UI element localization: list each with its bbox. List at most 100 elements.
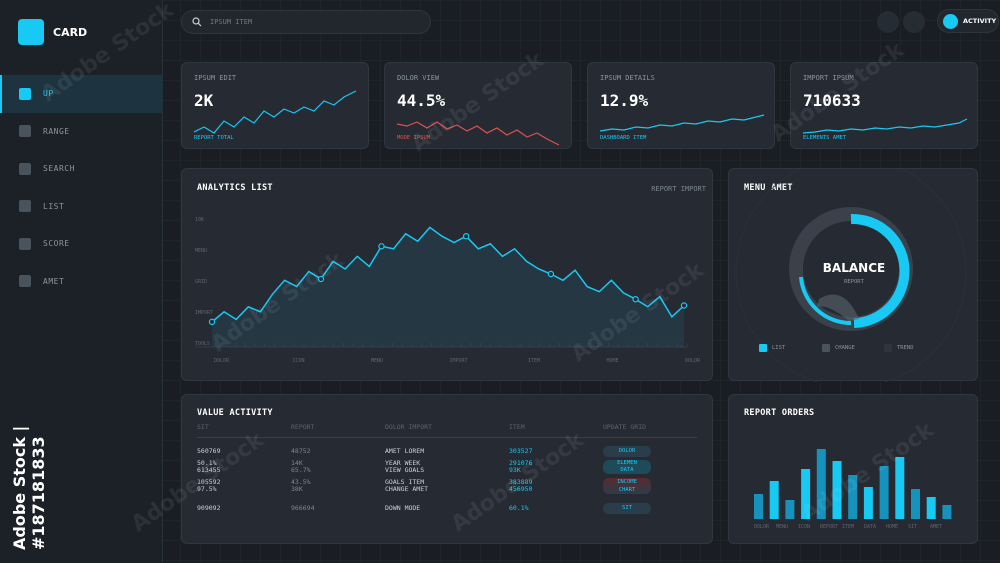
analytics-list-panel: ANALYTICS LIST REPORT IMPORT 10K MENU GRID…	[181, 168, 713, 381]
kpi-card-ipsum-edit[interactable]: IPSUM EDIT 2K REPORT TOTAL	[181, 62, 369, 149]
bar-x-label: DATA	[864, 524, 876, 530]
y-tick-label: TOOLS	[195, 341, 210, 347]
sidebar-item-score[interactable]: SCORE	[0, 225, 163, 263]
legend-label: CHANGE	[835, 345, 855, 351]
sidebar-item-range[interactable]: RANGE	[0, 113, 163, 151]
cell-item: 383889 456950	[509, 478, 533, 493]
panel-title: MENU AMET	[744, 183, 793, 193]
activity-dot-icon	[943, 13, 958, 29]
stock-id-text: Adobe Stock | #187181833	[10, 425, 48, 550]
kpi-sparkline	[599, 114, 765, 132]
x-tick-label: DOLOR	[685, 358, 701, 364]
decor-ring	[735, 169, 967, 382]
x-tick-label: ITEM	[528, 358, 540, 364]
donut-center	[813, 231, 889, 307]
bar[interactable]	[926, 497, 936, 519]
bar[interactable]	[801, 469, 811, 519]
y-tick-label: GRID	[195, 279, 207, 285]
line-point[interactable]	[632, 295, 639, 303]
kpi-sub-label: ELEMENTS AMET	[803, 135, 847, 141]
sidebar-item-up[interactable]: UP	[0, 75, 163, 113]
donut-chart	[735, 169, 967, 382]
column-header: SIT	[197, 423, 209, 431]
update-grid-pill[interactable]: DOLOR	[603, 446, 651, 457]
donut-inner-segment	[799, 276, 852, 326]
bar-x-label: ITEM	[842, 524, 854, 530]
update-grid-pill[interactable]: SIT	[603, 503, 651, 514]
sidebar-item-list[interactable]: LIST	[0, 188, 163, 226]
sidebar-item-amet[interactable]: AMET	[0, 263, 163, 301]
cell-dolor-import: YEAR WEEK VIEW GOALS	[385, 459, 425, 474]
bar[interactable]	[785, 500, 795, 519]
amet-icon	[19, 275, 31, 288]
bar-x-label: AMET	[930, 524, 942, 530]
list-icon	[19, 200, 31, 213]
sidebar-item-search[interactable]: SEARCH	[0, 150, 163, 188]
kpi-label: IMPORT IPSUM	[803, 74, 854, 82]
report-import-tab[interactable]: REPORT IMPORT	[651, 185, 706, 193]
line-point[interactable]	[680, 302, 688, 309]
bar[interactable]	[816, 449, 826, 519]
legend-item-list: LIST	[759, 344, 785, 352]
sidebar-item-label: UP	[43, 89, 54, 99]
bar[interactable]	[879, 466, 889, 519]
menu-amet-panel: MENU AMET BALANCE REPORT LIST CHANGE TRE…	[728, 168, 978, 382]
notification-button[interactable]	[877, 11, 899, 33]
panel-title: REPORT ORDERS	[744, 408, 815, 418]
line-point[interactable]	[462, 232, 470, 240]
cell-report: 14K 65.7%	[291, 459, 311, 474]
update-grid-pill[interactable]: INCOME CHART	[603, 478, 651, 494]
report-orders-panel: REPORT ORDERS DOLOR MENU ICON REPORT ITEM DAT…	[728, 394, 978, 544]
search-bar[interactable]	[181, 10, 431, 34]
header-divider	[197, 437, 697, 438]
kpi-card-import-ipsum[interactable]: IMPORT IPSUM 710633 ELEMENTS AMET	[790, 62, 978, 149]
report-orders-bar-chart: DOLOR MENU ICON REPORT ITEM DATA HOME SIT AMET	[754, 449, 952, 530]
activity-label: ACTIVITY	[963, 17, 997, 25]
cell-sit: 105592 97.5%	[197, 478, 221, 493]
y-tick-label: 10K	[195, 217, 204, 223]
kpi-sparkline	[193, 90, 357, 134]
bar[interactable]	[911, 489, 920, 519]
settings-button[interactable]	[903, 11, 925, 33]
line-point[interactable]	[547, 270, 555, 278]
cell-item: 60.1%	[509, 504, 529, 512]
bar-x-label: REPORT	[820, 524, 838, 530]
kpi-value: 12.9%	[600, 91, 649, 110]
donut-center-label: BALANCE	[822, 261, 886, 275]
activity-button[interactable]: ACTIVITY	[937, 9, 999, 33]
sidebar: CARD UP RANGE SEARCH LIST SCORE AMET Ado…	[0, 0, 163, 563]
sidebar-nav: UP RANGE SEARCH LIST SCORE AMET	[0, 75, 163, 300]
bar[interactable]	[754, 494, 763, 519]
app-title: CARD	[53, 26, 88, 39]
line-point[interactable]	[208, 318, 216, 326]
bar[interactable]	[769, 481, 779, 519]
kpi-value: 710633	[803, 91, 861, 110]
logo-icon[interactable]	[18, 19, 44, 45]
legend-label: TREND	[897, 345, 914, 351]
column-header: UPDATE GRID	[603, 423, 647, 431]
kpi-sparkline	[802, 118, 968, 134]
search-input[interactable]	[210, 18, 410, 26]
bar-x-label: MENU	[776, 524, 788, 530]
bar[interactable]	[848, 475, 858, 519]
kpi-card-ipsum-details[interactable]: IPSUM DETAILS 12.9% DASHBOARD ITEM	[587, 62, 775, 149]
donut-change-segment	[817, 294, 859, 321]
search-nav-icon	[19, 162, 31, 175]
legend-label: LIST	[772, 345, 786, 351]
sidebar-item-label: LIST	[43, 201, 65, 211]
line-point[interactable]	[378, 243, 385, 250]
kpi-value: 44.5%	[397, 91, 446, 110]
score-icon	[19, 237, 31, 250]
kpi-card-dolor-view[interactable]: DOLOR VIEW 44.5% MODE IPSUM	[384, 62, 572, 149]
cell-sit: 560769	[197, 447, 221, 455]
bar[interactable]	[895, 457, 905, 519]
line-point[interactable]	[317, 275, 325, 283]
x-tick-label: ICON	[293, 358, 305, 364]
bar[interactable]	[863, 487, 873, 519]
update-grid-pill[interactable]: ELEMEN DATA	[603, 460, 651, 474]
bar[interactable]	[942, 505, 952, 519]
bar[interactable]	[832, 461, 842, 519]
legend-item-change: CHANGE	[822, 344, 855, 352]
analytics-line-chart: 10K MENU GRID IMPORT TOOLS DOLOR ICON MENU IMPO…	[195, 217, 701, 364]
x-tick-label: DOLOR	[214, 358, 230, 364]
